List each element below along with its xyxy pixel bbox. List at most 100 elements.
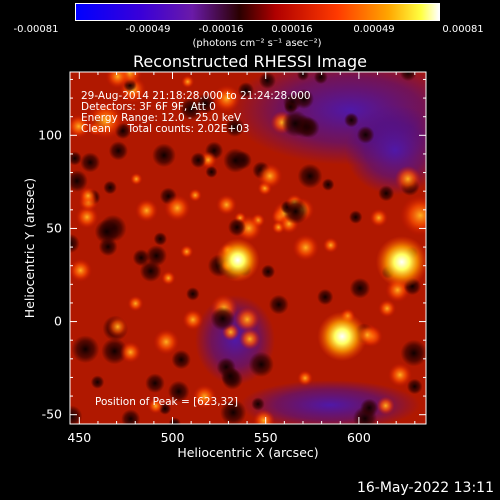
texture-blob <box>192 384 217 409</box>
texture-blob <box>237 82 255 99</box>
texture-blob <box>70 114 91 139</box>
texture-blob <box>107 316 129 338</box>
texture-blob <box>139 260 162 282</box>
axis-ticks <box>70 72 426 424</box>
texture-blob <box>281 110 309 137</box>
colorbar-gradient <box>76 4 439 20</box>
texture-blob <box>313 72 328 85</box>
texture-blob <box>167 380 190 403</box>
info-line-detectors: Detectors: 3F 6F 9F, Att 0 <box>81 101 216 113</box>
colorbar-unit-label: (photons cm⁻² s⁻¹ asec⁻²) <box>192 38 322 49</box>
plot-frame <box>69 71 427 425</box>
texture-blob <box>356 126 375 144</box>
texture-blob <box>70 151 82 166</box>
texture-blob <box>257 163 283 189</box>
colorbar-tick-label: 0.00016 <box>271 24 313 35</box>
texture-blob <box>261 264 276 279</box>
texture-blob <box>108 141 128 161</box>
texture-blob <box>171 349 191 370</box>
y-axis-label: Heliocentric Y (arcsec) <box>22 178 37 318</box>
x-tick-label: 500 <box>161 430 185 445</box>
y-tick-label: 100 <box>38 127 62 142</box>
texture-region <box>345 105 426 195</box>
texture-blob <box>388 362 412 387</box>
colorbar-tick-label: 0.00081 <box>442 24 484 35</box>
texture-blob <box>119 341 142 363</box>
bright-source <box>400 195 426 236</box>
texture-blob <box>344 112 359 128</box>
colorbar <box>75 3 440 21</box>
info-line-total-counts: Clean Total counts: 2.02E+03 <box>81 123 250 135</box>
texture-blob <box>182 309 204 331</box>
texture-blob <box>369 208 388 227</box>
texture-blob <box>161 271 176 286</box>
texture-blob <box>179 97 203 121</box>
x-tick-label: 600 <box>347 430 371 445</box>
texture-blob <box>223 148 248 173</box>
x-tick-label: 450 <box>67 430 91 445</box>
y-tick-label: 50 <box>46 220 62 235</box>
heatmap-image <box>70 72 426 424</box>
texture-blob <box>268 294 289 315</box>
texture-blob <box>153 329 180 355</box>
bright-source <box>375 235 426 288</box>
texture-blob <box>152 143 176 168</box>
texture-blob <box>220 399 247 424</box>
texture-blob <box>212 84 241 113</box>
texture-blob <box>180 245 194 259</box>
texture-blob <box>164 194 191 222</box>
texture-blob <box>220 366 240 386</box>
texture-blob <box>70 233 80 254</box>
chart-title: Reconstructed RHESSI Image <box>133 52 367 71</box>
info-line-energy-range: Energy Range: 12.0 - 25.0 keV <box>81 112 242 124</box>
texture-blob <box>252 409 276 424</box>
x-tick-label: 550 <box>254 430 278 445</box>
colorbar-tick-label: -0.00081 <box>13 24 59 35</box>
texture-blob <box>360 398 379 417</box>
texture-blob <box>103 180 117 195</box>
texture-blob <box>135 199 159 222</box>
texture-blob <box>168 417 181 424</box>
texture-blob <box>378 299 396 318</box>
timestamp: 16-May-2022 13:11 <box>356 480 494 496</box>
texture-blob <box>297 163 323 189</box>
texture-blob <box>224 117 245 137</box>
colorbar-tick-label: -0.00016 <box>198 24 244 35</box>
texture-blob <box>70 258 93 282</box>
texture-blob <box>70 170 88 192</box>
texture-blob <box>186 287 200 301</box>
texture-blob <box>205 165 218 178</box>
texture-blob <box>378 185 395 202</box>
texture-blob <box>394 165 421 192</box>
y-tick-label: -50 <box>42 407 62 422</box>
texture-blob <box>349 277 371 299</box>
texture-blob <box>79 187 97 205</box>
texture-blob <box>90 375 105 389</box>
texture-blob <box>181 75 195 89</box>
texture-blob <box>94 219 119 244</box>
texture-blob <box>145 373 165 394</box>
texture-blob <box>297 370 313 386</box>
texture-blob <box>121 409 141 424</box>
texture-blob <box>105 72 130 89</box>
texture-blob <box>216 194 237 216</box>
texture-blob <box>248 351 274 378</box>
peak-position-label: Position of Peak = [623,32] <box>95 396 239 408</box>
y-tick-label: 0 <box>54 314 62 329</box>
texture-blob <box>210 306 235 331</box>
texture-blob <box>153 232 167 246</box>
texture-blob <box>80 152 101 173</box>
texture-blob <box>190 152 207 169</box>
texture-blob <box>292 234 320 261</box>
texture-blob <box>321 178 335 191</box>
texture-blob <box>188 188 202 202</box>
texture-blob <box>101 338 128 365</box>
texture-blob <box>399 72 417 82</box>
texture-blob <box>234 307 260 332</box>
texture-blob <box>130 172 143 186</box>
texture-blob <box>317 288 334 306</box>
info-line-time-range: 29-Aug-2014 21:18:28.000 to 21:24:28.000 <box>81 90 311 102</box>
texture-blob <box>258 72 276 90</box>
texture-blob <box>400 339 426 367</box>
